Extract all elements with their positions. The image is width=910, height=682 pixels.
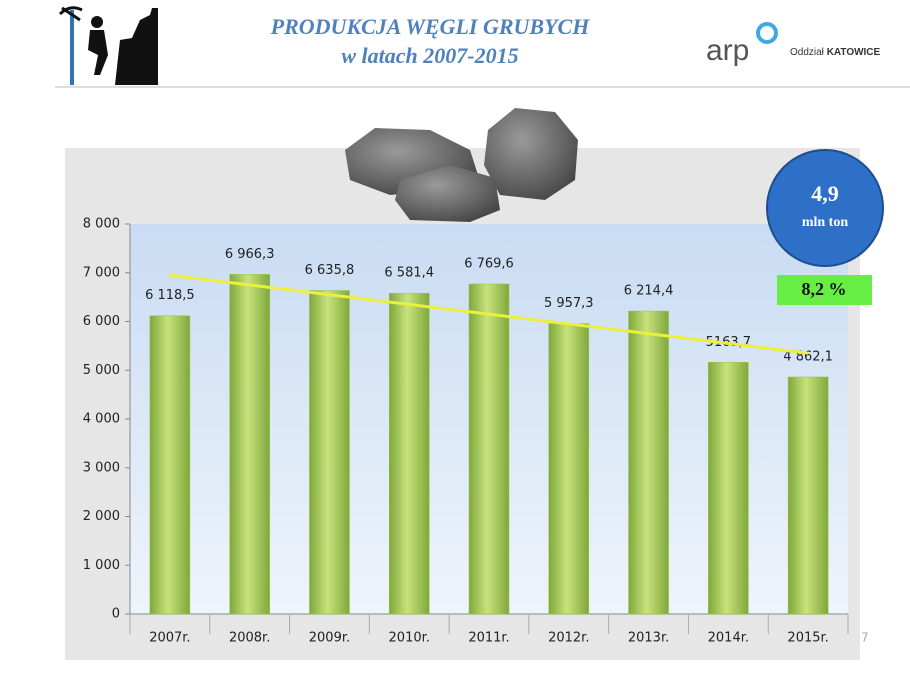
page-number: 7 xyxy=(861,631,869,645)
trend-line xyxy=(169,273,809,355)
bar xyxy=(787,376,829,615)
logo-text: arp xyxy=(706,34,749,67)
value-label: 6 118,5 xyxy=(145,288,195,303)
logo: arp Oddział KATOWICE xyxy=(706,22,881,67)
chart-title: PRODUKCJA WĘGLI GRUBYCH xyxy=(270,14,591,39)
logo-ring xyxy=(756,22,778,44)
bar xyxy=(628,310,669,615)
y-tick-label: 1 000 xyxy=(83,558,120,573)
x-tick-label: 2010r. xyxy=(389,631,430,646)
bubble-unit: mln ton xyxy=(802,215,849,230)
x-tick-label: 2008r. xyxy=(229,631,270,646)
bubble-value: 4,9 xyxy=(811,181,839,206)
value-label: 6 769,6 xyxy=(464,256,514,271)
change-box xyxy=(777,275,872,305)
miner-icon xyxy=(58,6,158,85)
value-label: 6 581,4 xyxy=(384,266,434,281)
value-label: 6 635,8 xyxy=(305,263,355,278)
y-tick-label: 4 000 xyxy=(83,412,120,427)
value-label: 5 957,3 xyxy=(544,296,594,311)
y-tick-label: 8 000 xyxy=(83,217,120,232)
x-tick-label: 2012r. xyxy=(548,631,589,646)
x-tick-label: 2007r. xyxy=(149,631,190,646)
change-text: 8,2 % xyxy=(802,279,847,299)
y-tick-label: 5 000 xyxy=(83,363,120,378)
y-tick-label: 7 000 xyxy=(83,265,120,280)
bar xyxy=(309,290,350,615)
x-tick-label: 2009r. xyxy=(309,631,350,646)
chart-subtitle: w latach 2007-2015 xyxy=(341,43,518,68)
y-tick-label: 0 xyxy=(112,607,120,622)
branch-name: KATOWICE xyxy=(827,47,881,58)
bar xyxy=(229,274,270,615)
x-tick-label: 2011r. xyxy=(468,631,509,646)
bar xyxy=(388,292,430,615)
branch-text: Oddział KATOWICE xyxy=(790,47,881,58)
bubble xyxy=(766,149,884,267)
x-tick-label: 2013r. xyxy=(628,631,669,646)
y-tick-label: 2 000 xyxy=(83,509,120,524)
x-tick-label: 2015r. xyxy=(787,631,828,646)
x-tick-label: 2014r. xyxy=(708,631,749,646)
branch-prefix: Oddział xyxy=(790,47,825,58)
bar xyxy=(708,362,749,615)
bar xyxy=(548,323,590,615)
value-label: 6 214,4 xyxy=(624,284,674,299)
value-label: 4 862,1 xyxy=(783,349,833,364)
value-label: 6 966,3 xyxy=(225,247,275,262)
y-tick-label: 3 000 xyxy=(83,460,120,475)
bar xyxy=(468,283,510,615)
y-tick-label: 6 000 xyxy=(83,314,120,329)
coal-image xyxy=(345,108,578,222)
bar xyxy=(149,315,191,615)
